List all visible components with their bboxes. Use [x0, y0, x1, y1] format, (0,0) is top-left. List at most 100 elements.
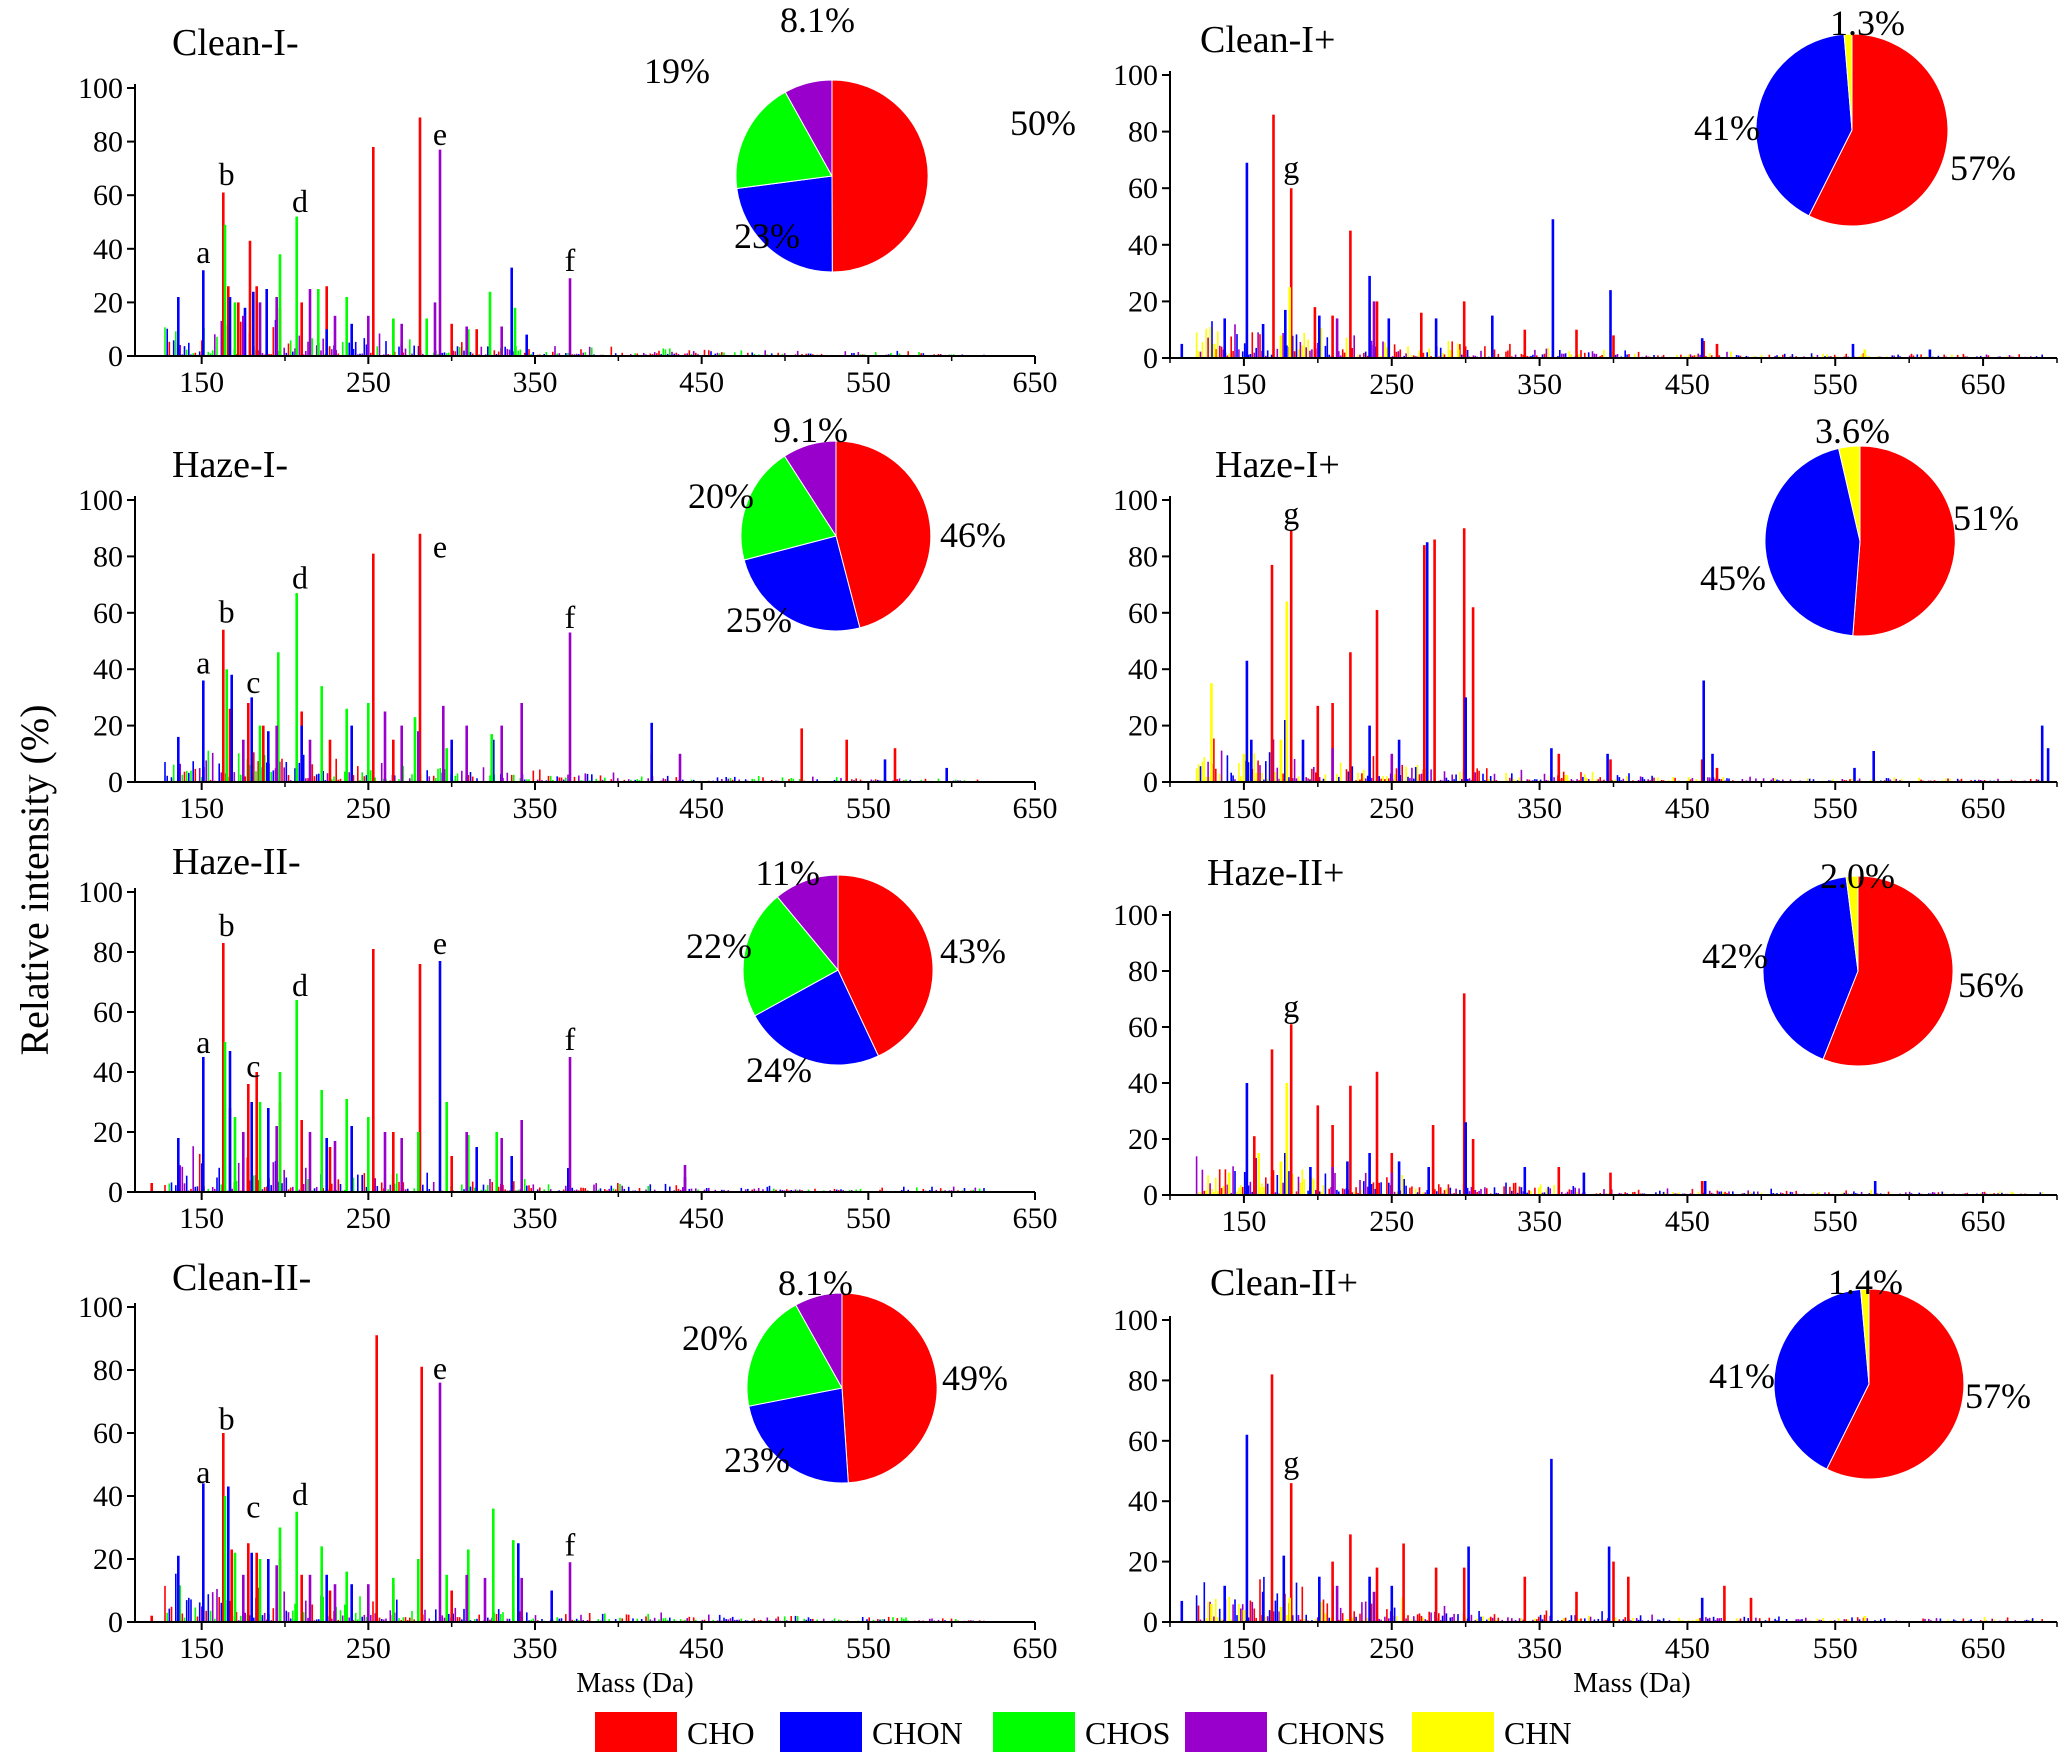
- y-axis-title: Relative intensity (%): [12, 704, 57, 1055]
- pie-label: 43%: [940, 931, 1006, 971]
- peak-label: d: [292, 560, 308, 596]
- pie-slice-chn: [1838, 445, 1861, 542]
- y-tick-label: 60: [1128, 1425, 1158, 1458]
- x-tick-label: 350: [1517, 368, 1562, 401]
- x-tick-label: 350: [513, 1202, 558, 1235]
- pie-label: 1.4%: [1828, 1262, 1903, 1302]
- panel-title: Haze-I-: [172, 444, 288, 486]
- y-tick-label: 40: [1128, 229, 1158, 262]
- y-tick-label: 0: [108, 766, 123, 799]
- x-tick-label: 450: [1665, 792, 1710, 825]
- composition-pie: [1764, 445, 1956, 637]
- x-tick-label: 350: [1517, 792, 1562, 825]
- peak-label: d: [292, 967, 308, 1003]
- pie-slice-chons: [784, 79, 833, 178]
- pie-label: 51%: [1953, 498, 2019, 538]
- pie-slice-chn: [1843, 33, 1853, 131]
- y-tick-label: 60: [1128, 172, 1158, 205]
- y-tick-label: 40: [93, 233, 123, 266]
- panel-haze-i-: 0 20 40 60 80 100 150 250 350 450 550 650 Haze-I+ g 51…: [1113, 411, 2058, 825]
- x-tick-label: 350: [513, 366, 558, 399]
- y-tick-label: 0: [108, 1606, 123, 1639]
- x-tick-label: 550: [846, 1632, 891, 1665]
- x-tick-label: 250: [1369, 1205, 1414, 1238]
- y-tick-label: 80: [93, 1354, 123, 1387]
- pie-label: 23%: [734, 216, 800, 256]
- panel-title: Clean-I-: [172, 22, 299, 64]
- peak-label: c: [246, 1048, 260, 1084]
- y-tick-label: 100: [78, 876, 123, 909]
- x-tick-label: 150: [179, 1632, 224, 1665]
- x-tick-label: 350: [1517, 1205, 1562, 1238]
- y-tick-label: 40: [93, 1056, 123, 1089]
- pie-slice-chon: [754, 969, 880, 1066]
- legend: CHO CHON CHOS CHONS CHN: [595, 1712, 1572, 1752]
- y-tick-label: 20: [1128, 710, 1158, 743]
- series-chons: [1335, 1585, 1376, 1622]
- legend-swatch-cho: [595, 1712, 677, 1752]
- pie-slice-cho: [1826, 1288, 1965, 1480]
- series-chon: [1245, 1083, 1877, 1195]
- x-tick-label: 650: [1961, 792, 2006, 825]
- series-chons: [1331, 748, 1394, 782]
- y-tick-label: 20: [93, 1116, 123, 1149]
- pie-slice-chn: [1845, 875, 1859, 972]
- series-chos: [223, 1000, 499, 1192]
- noise-spectrum: [1195, 1576, 2043, 1622]
- panel-clean-ii-: 0 20 40 60 80 100 150 250 350 450 550 650 Clean-II-a…: [78, 1257, 1058, 1665]
- peak-label: b: [219, 1400, 235, 1436]
- series-cho: [222, 117, 479, 356]
- pie-label: 1.3%: [1830, 3, 1905, 43]
- legend-swatch-chons: [1185, 1712, 1267, 1752]
- y-tick-label: 20: [1128, 1546, 1158, 1579]
- y-tick-label: 60: [1128, 597, 1158, 630]
- peak-label: f: [565, 1021, 576, 1057]
- pie-label: 56%: [1958, 965, 2024, 1005]
- y-tick-label: 100: [1113, 59, 1158, 92]
- x-tick-label: 250: [346, 1202, 391, 1235]
- panel-title: Clean-II+: [1210, 1262, 1358, 1304]
- legend-label: CHONS: [1277, 1715, 1385, 1751]
- pie-slice-chon: [1762, 876, 1859, 1060]
- peak-label: g: [1283, 1444, 1299, 1480]
- x-tick-label: 250: [346, 366, 391, 399]
- y-tick-label: 40: [1128, 653, 1158, 686]
- y-tick-label: 40: [93, 653, 123, 686]
- y-tick-label: 0: [1143, 342, 1158, 375]
- pie-slice-chon: [1764, 447, 1861, 637]
- y-tick-label: 100: [1113, 1304, 1158, 1337]
- panel-haze-ii-: 0 20 40 60 80 100 150 250 350 450 550 650 Haze-II+ g 5…: [1113, 852, 2058, 1238]
- y-tick-label: 80: [93, 540, 123, 573]
- y-tick-label: 60: [93, 996, 123, 1029]
- pie-slice-cho: [1852, 445, 1956, 637]
- series-chos: [225, 593, 494, 782]
- noise-spectrum: [164, 317, 985, 356]
- y-tick-label: 60: [93, 1417, 123, 1450]
- noise-spectrum: [164, 1573, 985, 1622]
- pie-label: 8.1%: [780, 0, 855, 40]
- x-tick-label: 450: [1665, 1632, 1710, 1665]
- x-tick-label: 450: [679, 1632, 724, 1665]
- panel-clean-i-: 0 20 40 60 80 100 150 250 350 450 550 650 Clean-I+ g 5…: [1113, 3, 2058, 401]
- y-tick-label: 40: [93, 1480, 123, 1513]
- pie-label: 41%: [1694, 108, 1760, 148]
- noise-spectrum: [1195, 738, 2043, 782]
- pie-label: 22%: [686, 926, 752, 966]
- panel-title: Clean-II-: [172, 1257, 311, 1299]
- y-tick-label: 0: [1143, 1179, 1158, 1212]
- pie-slice-cho: [837, 874, 934, 1057]
- peak-label: g: [1283, 988, 1299, 1024]
- series-chn: [1213, 287, 1867, 358]
- legend-label: CHON: [872, 1715, 963, 1751]
- y-tick-label: 80: [1128, 116, 1158, 149]
- series-chon: [177, 674, 949, 782]
- panel-title: Haze-II+: [1207, 852, 1344, 894]
- x-tick-label: 150: [1221, 1205, 1266, 1238]
- pie-slice-chos: [735, 91, 833, 190]
- panel-haze-i-: 0 20 40 60 80 100 150 250 350 450 550 650 Haze-I-abc…: [78, 410, 1058, 825]
- pie-slice-chons: [776, 874, 839, 972]
- x-tick-label: 250: [1369, 368, 1414, 401]
- panel-title: Haze-I+: [1215, 444, 1340, 486]
- peak-label: f: [565, 1526, 576, 1562]
- series-chon: [1180, 162, 1932, 358]
